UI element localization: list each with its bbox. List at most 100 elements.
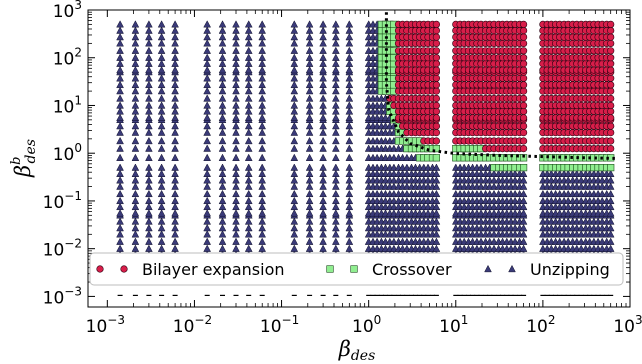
legend-label: Bilayer expansion: [142, 260, 285, 279]
unzipping-point: [290, 20, 299, 28]
unzipping-point: [331, 209, 340, 217]
unzipping-point: [171, 189, 179, 198]
unzipping-point: [131, 196, 140, 205]
unzipping-point: [345, 107, 354, 115]
unzipping-point: [244, 32, 253, 41]
unzipping-point: [258, 121, 267, 130]
unzipping-point: [390, 202, 398, 211]
unzipping-point: [203, 74, 212, 82]
unzipping-point: [145, 182, 153, 190]
unzipping-point: [390, 169, 398, 177]
unzipping-point: [218, 26, 227, 34]
unzipping-point: [203, 128, 212, 136]
unzipping-point: [145, 230, 153, 238]
unzipping-point: [290, 209, 299, 217]
unzipping-point: [244, 74, 253, 82]
unzipping-point: [331, 107, 340, 115]
unzipping-point: [145, 196, 153, 205]
unzipping-point: [131, 20, 140, 28]
plot-frame: [87, 9, 631, 308]
bilayer-point: [519, 137, 528, 145]
unzipping-point: [116, 153, 124, 161]
unzipping-point: [519, 202, 528, 211]
unzipping-point: [390, 144, 398, 152]
unzipping-point: [305, 153, 314, 161]
unzipping-point: [232, 244, 240, 252]
unzipping-point: [131, 94, 140, 102]
unzipping-point: [258, 59, 267, 67]
unzipping-point: [171, 101, 179, 109]
unzipping-point: [157, 32, 166, 41]
unzipping-point: [218, 94, 227, 102]
unzipping-point: [606, 230, 615, 238]
unzipping-point: [244, 217, 253, 225]
unzipping-point: [232, 176, 240, 184]
unzipping-point: [157, 113, 166, 121]
unzipping-point: [157, 182, 166, 190]
unzipping-point: [319, 46, 327, 54]
unzipping-point: [331, 53, 340, 61]
unzipping-point: [157, 74, 166, 82]
unzipping-point: [232, 153, 240, 161]
unzipping-point: [145, 46, 153, 54]
x-tick-label: 100: [352, 313, 381, 337]
unzipping-point: [432, 223, 441, 232]
unzipping-point: [290, 169, 299, 177]
unzipping-point: [319, 39, 327, 47]
unzipping-point: [331, 113, 340, 121]
unzipping-point: [116, 237, 124, 245]
bilayer-point: [607, 137, 615, 145]
unzipping-point: [319, 113, 327, 121]
unzipping-point: [606, 202, 615, 211]
unzipping-point: [290, 144, 299, 152]
unzipping-point: [218, 74, 227, 82]
unzipping-point: [171, 94, 179, 102]
unzipping-point: [145, 144, 153, 152]
bilayer-point: [607, 87, 615, 95]
unzipping-point: [218, 209, 227, 217]
unzipping-point: [290, 94, 299, 102]
unzipping-point: [290, 74, 299, 82]
unzipping-point: [218, 32, 227, 41]
unzipping-point: [171, 196, 179, 205]
unzipping-point: [331, 244, 340, 252]
unzipping-point: [232, 65, 240, 74]
unzipping-point: [145, 59, 153, 67]
unzipping-point: [244, 53, 253, 61]
unzipping-point: [171, 237, 179, 245]
unzipping-point: [258, 202, 267, 211]
bilayer-point: [432, 33, 441, 41]
unzipping-point: [258, 230, 267, 238]
bilayer-point: [607, 145, 615, 153]
bilayer-point: [519, 39, 528, 48]
unzipping-point: [232, 217, 240, 225]
unzipping-point: [131, 189, 140, 198]
unzipping-point: [157, 189, 166, 198]
unzipping-point: [319, 217, 327, 225]
unzipping-point: [218, 202, 227, 211]
unzipping-point: [218, 230, 227, 238]
unzipping-point: [232, 20, 240, 28]
unzipping-point: [305, 86, 314, 95]
unzipping-point: [345, 20, 354, 28]
unzipping-point: [290, 65, 299, 74]
unzipping-point: [116, 101, 124, 109]
unzipping-point: [145, 223, 153, 232]
unzipping-point: [432, 176, 441, 184]
unzipping-point: [145, 39, 153, 47]
bilayer-point: [519, 122, 528, 130]
unzipping-point: [290, 223, 299, 232]
unzipping-point: [345, 196, 354, 205]
unzipping-point: [145, 20, 153, 28]
unzipping-point: [519, 182, 528, 190]
unzipping-point: [319, 86, 327, 95]
unzipping-point: [116, 74, 124, 82]
unzipping-point: [331, 101, 340, 109]
unzipping-point: [305, 107, 314, 115]
unzipping-point: [606, 176, 615, 184]
unzipping-point: [331, 32, 340, 41]
unzipping-point: [290, 136, 299, 145]
unzipping-point: [244, 80, 253, 89]
unzipping-point: [131, 113, 140, 121]
unzipping-point: [244, 86, 253, 95]
